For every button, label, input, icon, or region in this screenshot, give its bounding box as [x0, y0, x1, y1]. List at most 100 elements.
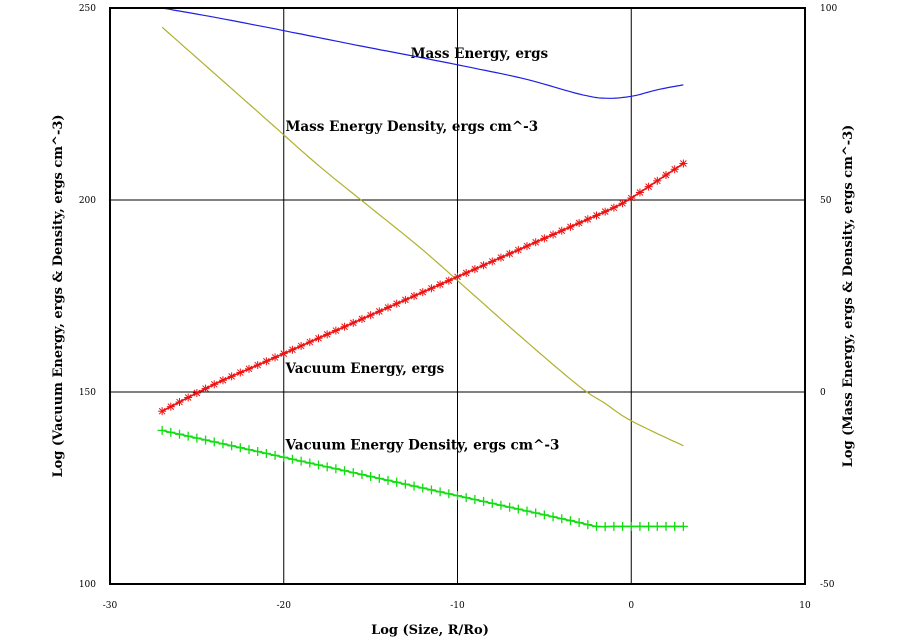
- x-tick-label: -10: [450, 601, 465, 611]
- data-point: [392, 477, 402, 487]
- x-axis-label: Log (Size, R/Ro): [371, 623, 489, 638]
- data-point: [253, 361, 262, 370]
- data-point: [305, 458, 315, 468]
- data-point: [245, 364, 253, 373]
- data-point: [157, 425, 167, 435]
- data-point: [549, 230, 558, 239]
- data-point: [235, 443, 245, 453]
- data-point: [479, 496, 489, 506]
- data-point: [653, 176, 662, 185]
- data-point: [175, 398, 184, 407]
- series-3: [157, 425, 688, 532]
- data-point: [557, 226, 566, 235]
- data-point: [383, 475, 393, 485]
- data-point: [670, 521, 680, 531]
- data-point: [158, 407, 167, 416]
- data-point: [279, 452, 289, 462]
- data-point: [635, 188, 644, 197]
- series-line: [162, 7, 684, 99]
- data-point: [401, 295, 410, 304]
- data-point: [236, 368, 245, 377]
- series-line: [161, 26, 684, 447]
- data-point: [600, 522, 610, 532]
- data-point: [583, 520, 593, 530]
- data-point: [287, 454, 297, 464]
- data-point: [244, 445, 254, 455]
- data-point: [609, 203, 618, 212]
- data-point: [192, 433, 202, 443]
- data-point: [331, 326, 340, 335]
- y-axis-right-label: Log (Mass Energy, ergs & Density, ergs c…: [841, 125, 856, 468]
- data-point: [444, 489, 454, 499]
- data-point: [349, 318, 358, 327]
- data-point: [331, 464, 341, 474]
- data-point: [435, 487, 445, 497]
- data-point: [184, 393, 193, 402]
- data-point: [644, 182, 653, 191]
- series-annotation: Vacuum Energy, ergs: [284, 361, 444, 377]
- data-point: [566, 222, 575, 231]
- data-point: [340, 466, 350, 476]
- data-point: [183, 431, 193, 441]
- y-left-tick-label: 250: [79, 4, 96, 14]
- data-point: [175, 429, 184, 439]
- data-point: [661, 521, 671, 531]
- data-point: [453, 272, 462, 281]
- series-2: [158, 159, 688, 416]
- data-point: [314, 460, 323, 470]
- data-point: [384, 303, 392, 312]
- data-point: [427, 284, 436, 293]
- x-tick-label: -20: [277, 601, 292, 611]
- data-point: [253, 447, 263, 457]
- data-point: [366, 471, 376, 481]
- x-tick-label: 0: [628, 601, 634, 611]
- data-point: [496, 500, 506, 510]
- data-point: [192, 388, 201, 397]
- y-right-tick-label: 50: [820, 196, 832, 206]
- data-point: [348, 468, 358, 478]
- data-point: [679, 159, 688, 168]
- data-point: [436, 280, 445, 289]
- data-point: [218, 439, 228, 449]
- data-point: [565, 516, 575, 526]
- y-axis-left-label: Log (Vacuum Energy, ergs & Density, ergs…: [51, 114, 66, 477]
- data-point: [523, 242, 531, 251]
- data-point: [540, 234, 549, 243]
- x-tick-label: -30: [103, 601, 118, 611]
- data-point: [314, 334, 323, 343]
- tick-labels: -30 -20 -10 0 10 100 150 200 250 -50 0 50 100: [79, 4, 838, 611]
- data-point: [418, 483, 428, 493]
- data-point: [166, 402, 175, 411]
- plot-frame: [109, 7, 806, 585]
- y-left-tick-label: 100: [79, 580, 96, 590]
- data-point: [575, 219, 584, 228]
- series-annotation: Vacuum Energy Density, ergs cm^-3: [284, 438, 559, 454]
- y-left-tick-label: 150: [79, 388, 96, 398]
- data-point: [262, 357, 271, 366]
- series-annotation: Mass Energy Density, ergs cm^-3: [285, 119, 538, 135]
- data-point: [444, 276, 453, 285]
- data-point: [618, 199, 627, 208]
- annotations: Mass Energy, ergs Mass Energy Density, er…: [284, 46, 559, 454]
- data-point: [271, 353, 280, 362]
- data-point: [670, 165, 679, 174]
- data-point: [462, 268, 471, 277]
- data-point: [166, 427, 176, 437]
- data-point: [626, 521, 636, 531]
- data-point: [366, 311, 375, 320]
- data-point: [357, 470, 367, 480]
- data-point: [322, 462, 332, 472]
- series-layer: [157, 7, 688, 532]
- data-point: [410, 292, 419, 300]
- series-0: [162, 7, 684, 99]
- data-point: [375, 307, 384, 316]
- y-right-tick-label: 100: [820, 4, 837, 14]
- data-point: [470, 495, 480, 505]
- data-point: [488, 257, 497, 266]
- data-point: [592, 211, 601, 220]
- data-point: [635, 521, 645, 531]
- y-left-tick-label: 200: [79, 196, 96, 206]
- data-point: [548, 512, 558, 522]
- data-point: [357, 315, 366, 324]
